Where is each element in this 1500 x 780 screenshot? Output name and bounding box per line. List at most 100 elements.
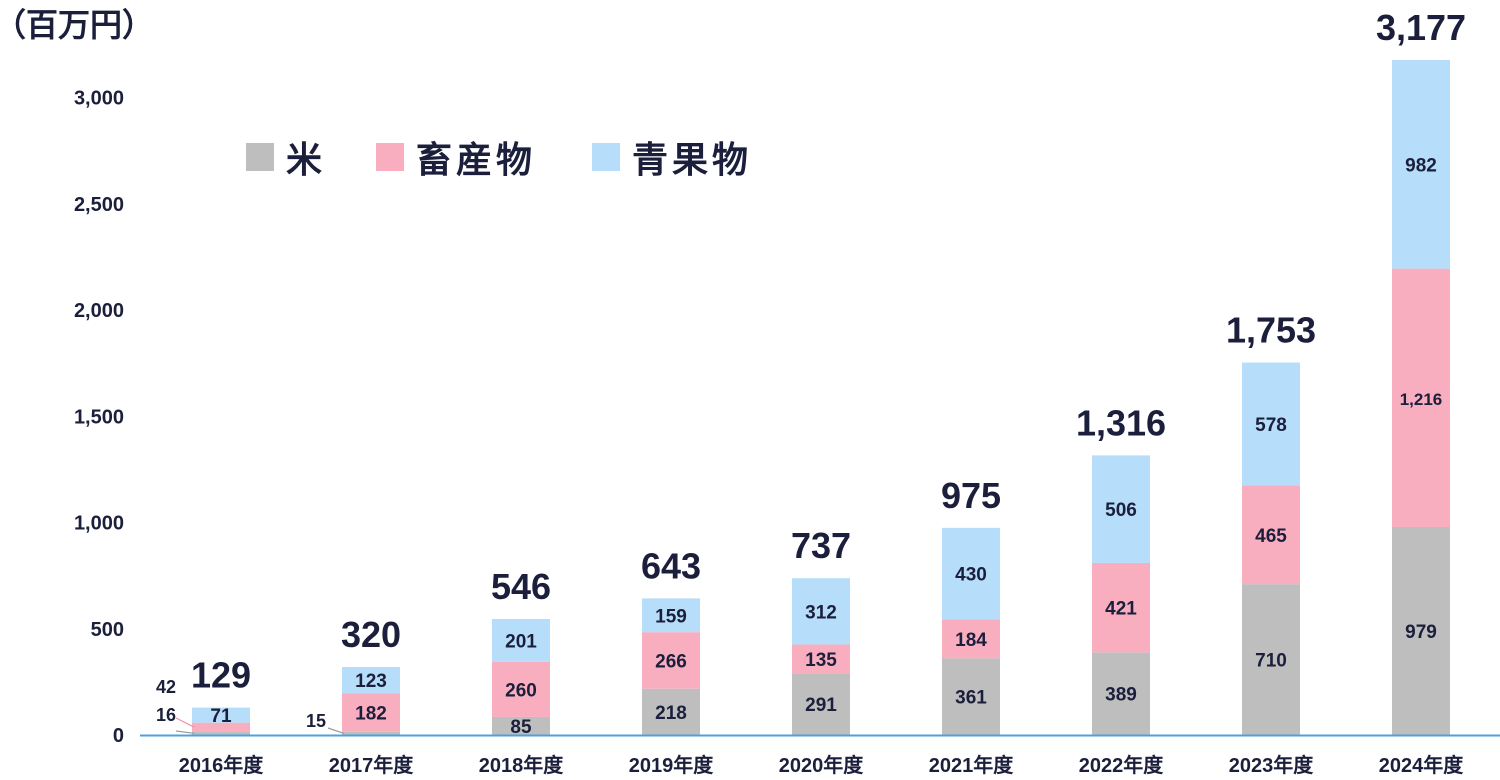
y-tick-label: 2,500 [74, 194, 124, 216]
segment-label: 218 [655, 703, 687, 724]
x-tick-label: 2019年度 [629, 753, 714, 777]
x-tick-label: 2017年度 [329, 753, 414, 777]
segment-livestock [942, 619, 1000, 659]
y-tick-label: 3,000 [74, 88, 124, 110]
total-label: 129 [191, 655, 251, 696]
bar-group: 218 266 159 643 [641, 545, 701, 735]
segment-label: 260 [505, 680, 537, 701]
segment-label: 312 [805, 602, 837, 623]
legend-label-livestock: 畜産物 [416, 139, 536, 180]
segment-label: 16 [156, 705, 176, 725]
segment-produce [192, 707, 250, 723]
segment-livestock [1392, 268, 1450, 527]
segment-rice [942, 658, 1000, 735]
x-tick-label: 2023年度 [1229, 753, 1314, 777]
bar-group: 291 135 312 737 [791, 525, 851, 735]
segment-rice [492, 716, 550, 735]
legend-swatch-rice [246, 143, 274, 171]
legend-label-produce: 青果物 [632, 139, 752, 180]
bar-group: 15 182 123 320 [306, 614, 401, 735]
legend: 米 畜産物 青果物 [246, 139, 752, 180]
segment-label: 1,216 [1400, 390, 1443, 409]
y-tick-label: 1,000 [74, 513, 124, 535]
legend-swatch-produce [592, 143, 620, 171]
legend-swatch-livestock [376, 143, 404, 171]
leader-line [175, 730, 195, 734]
bar-group: 361 184 430 975 [941, 475, 1001, 735]
y-tick-label: 500 [91, 619, 124, 641]
segment-label: 85 [510, 717, 532, 738]
bar-group: 389 421 506 1,316 [1076, 402, 1166, 735]
y-tick-label: 1,500 [74, 406, 124, 428]
segment-label: 159 [655, 606, 687, 627]
unit-label: （百万円） [0, 7, 154, 43]
total-label: 546 [491, 566, 551, 607]
segment-livestock [342, 693, 400, 732]
segment-livestock [1242, 485, 1300, 585]
total-label: 3,177 [1376, 7, 1466, 48]
segment-label: 123 [355, 671, 387, 692]
segment-label: 578 [1255, 415, 1287, 436]
x-tick-label: 2018年度 [479, 753, 564, 777]
segment-livestock [1092, 562, 1150, 653]
segment-label: 182 [355, 703, 387, 724]
segment-livestock [192, 722, 250, 732]
segment-rice [1242, 584, 1300, 735]
segment-produce [642, 598, 700, 633]
segment-label: 982 [1405, 155, 1437, 176]
segment-rice [1092, 652, 1150, 735]
segment-label: 201 [505, 631, 537, 652]
bar-group: 979 1,216 982 3,177 [1376, 7, 1466, 735]
x-axis: 2016年度 2017年度 2018年度 2019年度 2020年度 2021年度 2022… [140, 734, 1500, 777]
segment-label: 266 [655, 651, 687, 672]
legend-label-rice: 米 [286, 139, 326, 180]
segment-label: 979 [1405, 622, 1437, 643]
bar-group: 16 42 71 129 [156, 655, 251, 735]
segment-rice [342, 731, 400, 735]
segment-produce [342, 667, 400, 694]
segment-produce [492, 618, 550, 662]
total-label: 1,753 [1226, 310, 1316, 351]
segment-label: 15 [306, 711, 326, 731]
segment-livestock [642, 632, 700, 689]
segment-label: 430 [955, 565, 987, 586]
segment-label: 184 [955, 630, 987, 651]
segment-rice [1392, 526, 1450, 735]
bar-group: 85 260 201 546 [491, 566, 551, 738]
x-tick-label: 2021年度 [929, 753, 1014, 777]
x-tick-label: 2020年度 [779, 753, 864, 777]
total-label: 643 [641, 545, 701, 586]
y-axis: 0 500 1,000 1,500 2,000 2,500 3,000 [74, 88, 124, 747]
y-tick-label: 2,000 [74, 300, 124, 322]
segment-label: 135 [805, 650, 837, 671]
x-tick-label: 2024年度 [1379, 753, 1464, 777]
y-tick-label: 0 [113, 725, 124, 747]
segment-label: 710 [1255, 651, 1287, 672]
segment-label: 421 [1105, 599, 1137, 620]
segment-produce [942, 527, 1000, 620]
total-label: 1,316 [1076, 402, 1166, 443]
total-label: 737 [791, 525, 851, 566]
segment-label: 465 [1255, 526, 1287, 547]
segment-rice [192, 731, 250, 735]
segment-produce [1092, 455, 1150, 563]
x-tick-label: 2016年度 [179, 753, 264, 777]
x-tick-label: 2022年度 [1079, 753, 1164, 777]
bars: 16 42 71 129 15 182 123 320 85 260 201 546 218 266 159… [156, 7, 1466, 738]
segment-livestock [492, 661, 550, 717]
segment-label: 71 [210, 706, 232, 727]
leader-line [175, 717, 195, 728]
segment-livestock [792, 644, 850, 674]
segment-label: 42 [156, 677, 176, 697]
segment-rice [642, 688, 700, 735]
segment-produce [1242, 362, 1300, 486]
segment-label: 291 [805, 695, 837, 716]
segment-produce [792, 578, 850, 645]
bar-group: 710 465 578 1,753 [1226, 310, 1316, 735]
total-label: 975 [941, 475, 1001, 516]
total-label: 320 [341, 614, 401, 655]
segment-label: 389 [1105, 685, 1137, 706]
segment-label: 506 [1105, 500, 1137, 521]
leader-line [327, 727, 345, 734]
